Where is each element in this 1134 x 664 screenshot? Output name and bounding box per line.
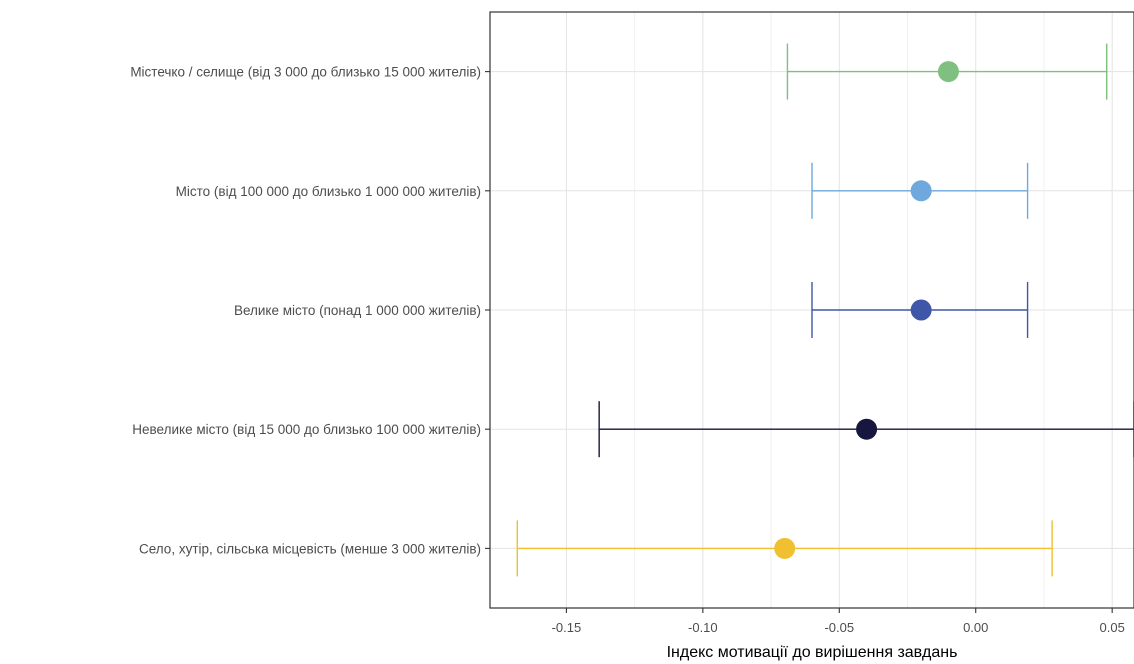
estimate-point [856, 418, 878, 440]
error-bar-group [516, 520, 1053, 577]
y-tick-label: Невелике місто (від 15 000 до близько 10… [132, 422, 481, 437]
x-tick-label: -0.15 [552, 620, 582, 635]
error-bar-group [598, 401, 1134, 458]
y-tick-label: Містечко / селище (від 3 000 до близько … [130, 65, 481, 80]
error-bars [516, 43, 1134, 577]
x-tick-label: 0.05 [1100, 620, 1125, 635]
axis-ticks: Містечко / селище (від 3 000 до близько … [130, 65, 1125, 635]
error-bar-group [811, 282, 1029, 338]
x-axis-title: Індекс мотивації до вирішення завдань [667, 644, 958, 661]
error-bar-group [786, 43, 1108, 100]
error-bar-group [811, 162, 1029, 219]
x-tick-label: -0.05 [824, 620, 854, 635]
y-tick-label: Місто (від 100 000 до близько 1 000 000 … [176, 184, 481, 199]
y-tick-label: Велике місто (понад 1 000 000 жителів) [234, 303, 481, 318]
estimate-point [774, 537, 796, 559]
estimate-point [937, 61, 959, 83]
x-tick-label: 0.00 [963, 620, 988, 635]
estimate-point [910, 299, 932, 321]
estimate-point [910, 180, 932, 202]
y-tick-label: Село, хутір, сільська місцевість (менше … [139, 541, 481, 556]
x-tick-label: -0.10 [688, 620, 718, 635]
